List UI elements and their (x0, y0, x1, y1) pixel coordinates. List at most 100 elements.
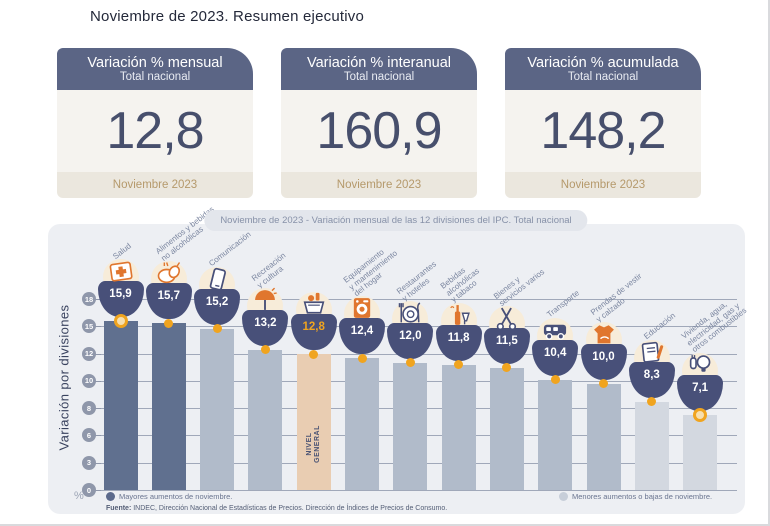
transport-bus-icon (544, 324, 567, 340)
legend-item-major: Mayores aumentos de noviembre. (106, 492, 232, 501)
division-label: Restaurantes y hoteles (395, 259, 439, 303)
transport-bus-icon (541, 316, 569, 344)
gridline (100, 299, 737, 300)
division-value-badge: 11,5 (483, 327, 530, 364)
recreation-umbrella-icon (255, 287, 278, 310)
division-bar (538, 379, 573, 490)
division-value-badge: 12,8 (290, 314, 337, 351)
division-bar (441, 364, 476, 490)
bar-top-dot-marker (260, 345, 270, 355)
division-bar (586, 383, 621, 490)
legend-label: Mayores aumentos de noviembre. (119, 492, 233, 501)
legend-dot-light (559, 492, 568, 501)
scissors-icon (493, 304, 521, 332)
kpi-value: 148,2 (540, 102, 666, 160)
bar-top-dot-marker (309, 349, 319, 359)
division-label: Vivienda, agua, electricidad, gas y otro… (679, 299, 749, 355)
kpi-card-header: Variación % acumulada Total nacional (505, 48, 701, 90)
kpi-value: 160,9 (316, 102, 442, 160)
restaurant-plate-icon (396, 299, 424, 327)
kpi-card-header: Variación % interanual Total nacional (281, 48, 477, 90)
y-axis-tick: 0 (82, 483, 96, 497)
division-value-badge: 8,3 (628, 361, 675, 398)
health-cross-icon (109, 261, 133, 282)
kpi-period: Noviembre 2023 (57, 172, 253, 198)
y-axis-tick-tail (92, 408, 101, 410)
division-bar (248, 349, 283, 490)
division-value-badge: 7,1 (677, 374, 724, 411)
division-value-badge: 12,0 (387, 322, 434, 359)
education-notebook-icon (641, 341, 663, 363)
legend-item-minor: Menores aumentos o bajas de noviembre. (559, 492, 712, 501)
scissors-icon (496, 307, 516, 331)
division-value-badge: 15,7 (145, 283, 192, 320)
kpi-card-body: 160,9 (281, 90, 477, 172)
source-label: Fuente: (106, 505, 132, 512)
kpi-card-subtitle: Total nacional (119, 70, 191, 83)
chart-subtitle: Noviembre de 2023 - Variación mensual de… (204, 210, 588, 231)
y-axis-tick-tail (92, 353, 101, 355)
washing-machine-icon (348, 294, 376, 322)
bar-top-dot-marker (502, 363, 512, 373)
division-value-badge: 13,2 (242, 309, 289, 346)
legend-label: Menores aumentos o bajas de noviembre. (572, 492, 713, 501)
health-cross-icon (107, 257, 135, 285)
kpi-card-subtitle: Total nacional (567, 70, 639, 83)
division-bar (103, 321, 138, 490)
kpi-card-title: Variación % interanual (306, 54, 451, 71)
division-value-badge: 15,9 (97, 281, 144, 318)
kpi-period: Noviembre 2023 (505, 172, 701, 198)
general-level-bar-label: NIVEL GENERAL (305, 425, 321, 463)
kpi-card-subtitle: Total nacional (343, 70, 415, 83)
page-title: Noviembre de 2023. Resumen ejecutivo (90, 8, 365, 25)
division-bar (151, 323, 186, 490)
bar-top-dot-marker (647, 397, 657, 407)
education-notebook-icon (638, 338, 666, 366)
y-axis-tick: 6 (82, 428, 96, 443)
bar-top-dot-marker (164, 318, 174, 328)
bar-top-dot-marker (454, 360, 464, 370)
division-label: Bienes y servicios varios (491, 266, 546, 308)
source-note: Fuente: INDEC, Dirección Nacional de Est… (106, 505, 447, 512)
shopping-basket-icon (303, 293, 325, 314)
communication-phone-icon (203, 265, 231, 293)
y-axis-tick: 15 (82, 319, 96, 334)
y-axis-tick: 10 (82, 373, 96, 388)
bar-top-dot-marker (550, 375, 560, 385)
kpi-card-body: 148,2 (505, 90, 701, 172)
y-axis-tick: 3 (82, 455, 96, 470)
alcohol-bottle-icon (445, 301, 473, 329)
division-bar (296, 354, 331, 490)
division-bar (683, 414, 718, 490)
kpi-card-header: Variación % mensual Total nacional (57, 48, 253, 90)
kpi-card-title: Variación % acumulada (527, 54, 679, 71)
division-bar (200, 328, 235, 490)
division-label: Comunicación (207, 230, 253, 269)
y-axis-tick-tail (92, 326, 101, 328)
restaurant-plate-icon (399, 302, 421, 323)
tshirt-icon (593, 325, 614, 344)
legend-dot-dark (106, 492, 115, 501)
division-bar (634, 401, 669, 490)
y-axis-tick-tail (92, 299, 101, 300)
division-value-badge: 10,0 (580, 343, 627, 380)
kpi-card-body: 12,8 (57, 90, 253, 172)
y-axis-tick: 8 (82, 401, 96, 416)
division-bar (489, 367, 524, 490)
division-bar (393, 362, 428, 490)
division-value-badge: 15,2 (194, 288, 241, 325)
division-value-badge: 10,4 (532, 339, 579, 376)
shopping-basket-icon (300, 290, 328, 318)
bar-top-dot-marker (357, 353, 367, 363)
bar-top-dot-marker (599, 379, 608, 389)
division-bar (345, 358, 379, 490)
division-value-badge: 11,8 (435, 324, 482, 361)
bar-top-ring-marker (693, 407, 708, 422)
lightbulb-icon (689, 354, 711, 372)
kpi-period: Noviembre 2023 (281, 172, 477, 198)
communication-phone-icon (209, 267, 227, 291)
source-text: INDEC, Dirección Nacional de Estadística… (133, 505, 448, 512)
bar-top-ring-marker (113, 314, 128, 329)
y-axis-tick: 12 (82, 346, 96, 361)
